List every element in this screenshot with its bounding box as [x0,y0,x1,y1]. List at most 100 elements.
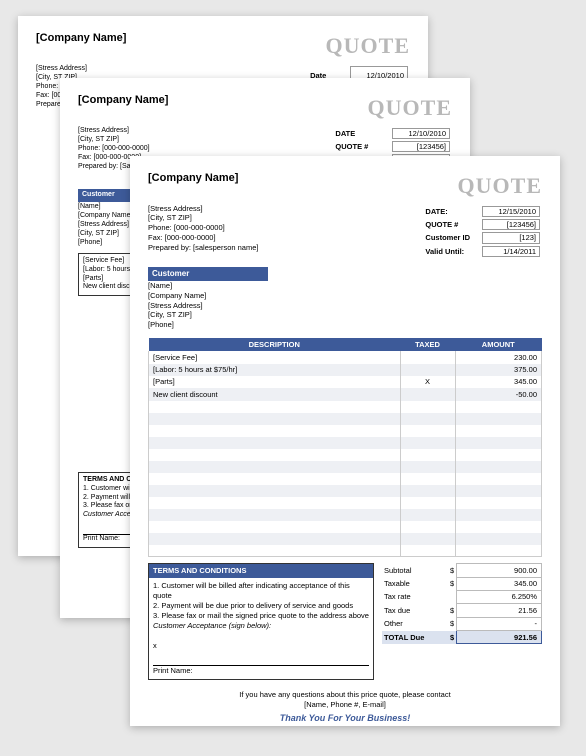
cur: $ [443,577,457,590]
table-row [149,413,542,425]
cell-tax [400,388,455,400]
table-row: [Labor: 5 hours at $75/hr]375.00 [149,364,542,376]
cell-tax [400,545,455,557]
table-row [149,425,542,437]
meta-quote-label: QUOTE # [423,219,480,230]
quote-heading: QUOTE [326,32,410,60]
table-row [149,521,542,533]
cell-desc [149,497,401,509]
cur: $ [443,604,457,617]
terms-l3: 3. Please fax or mail the signed price q… [153,611,369,621]
terms-l1: 1. Customer will be billed after indicat… [153,581,369,601]
table-row [149,449,542,461]
cust-city: [City, ST ZIP] [148,310,542,320]
addr-prep: Prepared by: [salesperson name] [148,243,258,253]
taxrate-value: 6.250% [457,590,542,603]
cell-amt [455,401,541,413]
meta-date-label: DATE [333,128,390,139]
cell-tax [400,425,455,437]
addr-city: [City, ST ZIP] [148,213,258,223]
terms-l2: 2. Payment will be due prior to delivery… [153,601,369,611]
addr-city: [City, ST ZIP] [78,135,150,144]
total-value: 921.56 [457,631,542,644]
cell-amt: 345.00 [455,376,541,388]
addr-street: [Stress Address] [148,204,258,214]
company-name: [Company Name] [36,32,126,46]
customer-block: [Name] [Company Name] [Stress Address] [… [148,281,542,330]
table-row [149,473,542,485]
addr-fax: Fax: [000-000-0000] [148,233,258,243]
table-row: [Service Fee]230.00 [149,351,542,363]
cust-phone: [Phone] [148,320,542,330]
cell-amt [455,473,541,485]
cell-amt [455,461,541,473]
table-row: [Parts]X345.00 [149,376,542,388]
cell-amt [455,497,541,509]
cell-desc [149,437,401,449]
footer-question: If you have any questions about this pri… [148,690,542,699]
cust-name: [Name] [148,281,542,291]
cell-desc [149,473,401,485]
footer-contact: [Name, Phone #, E-mail] [148,700,542,709]
taxdue-value: 21.56 [457,604,542,617]
cell-amt [455,449,541,461]
company-name: [Company Name] [148,172,238,186]
line-items-table: DESCRIPTION TAXED AMOUNT [Service Fee]23… [148,338,542,557]
cell-desc [149,425,401,437]
meta-cust-value: [123] [482,232,540,243]
quote-heading: QUOTE [368,94,452,122]
cell-desc [149,413,401,425]
cell-tax [400,351,455,363]
footer-thanks: Thank You For Your Business! [148,713,542,724]
cell-desc [149,533,401,545]
meta-valid-value: 1/14/2011 [482,246,540,257]
meta-valid-label: Valid Until: [423,246,480,257]
addr-phone: Phone: [000-000-0000] [78,144,150,153]
cur: $ [443,617,457,630]
cell-amt [455,521,541,533]
addr-phone: Phone: [000-000-0000] [148,223,258,233]
cust-street: [Stress Address] [148,301,542,311]
cell-tax [400,533,455,545]
cur [443,590,457,603]
cell-tax [400,413,455,425]
cell-tax [400,497,455,509]
footer: If you have any questions about this pri… [148,690,542,724]
cell-amt [455,413,541,425]
table-row [149,461,542,473]
cust-company: [Company Name] [148,291,542,301]
other-label: Other [382,617,443,630]
table-row [149,509,542,521]
cell-desc: New client discount [149,388,401,400]
cell-amt [455,437,541,449]
th-desc: DESCRIPTION [149,338,401,351]
other-value: - [457,617,542,630]
cell-amt [455,545,541,557]
meta-date-value: 12/10/2010 [392,128,450,139]
taxrate-label: Tax rate [382,590,443,603]
terms-accept: Customer Acceptance (sign below): [153,621,369,631]
table-row: New client discount-50.00 [149,388,542,400]
cell-desc [149,521,401,533]
table-row [149,485,542,497]
company-name: [Company Name] [78,94,168,108]
meta-quote-value: [123456] [482,219,540,230]
cell-desc [149,401,401,413]
table-row [149,533,542,545]
cell-desc [149,509,401,521]
company-address: [Stress Address] [City, ST ZIP] Phone: [… [148,204,258,260]
cell-desc [149,461,401,473]
cell-desc: [Parts] [149,376,401,388]
cell-amt [455,425,541,437]
cell-desc: [Labor: 5 hours at $75/hr] [149,364,401,376]
table-row [149,401,542,413]
quote-heading: QUOTE [458,172,542,200]
cell-tax [400,461,455,473]
table-row [149,437,542,449]
table-row [149,497,542,509]
cell-tax [400,485,455,497]
cell-amt [455,485,541,497]
table-row [149,545,542,557]
cell-desc: [Service Fee] [149,351,401,363]
quote-page-front: [Company Name] QUOTE [Stress Address] [C… [130,156,560,726]
